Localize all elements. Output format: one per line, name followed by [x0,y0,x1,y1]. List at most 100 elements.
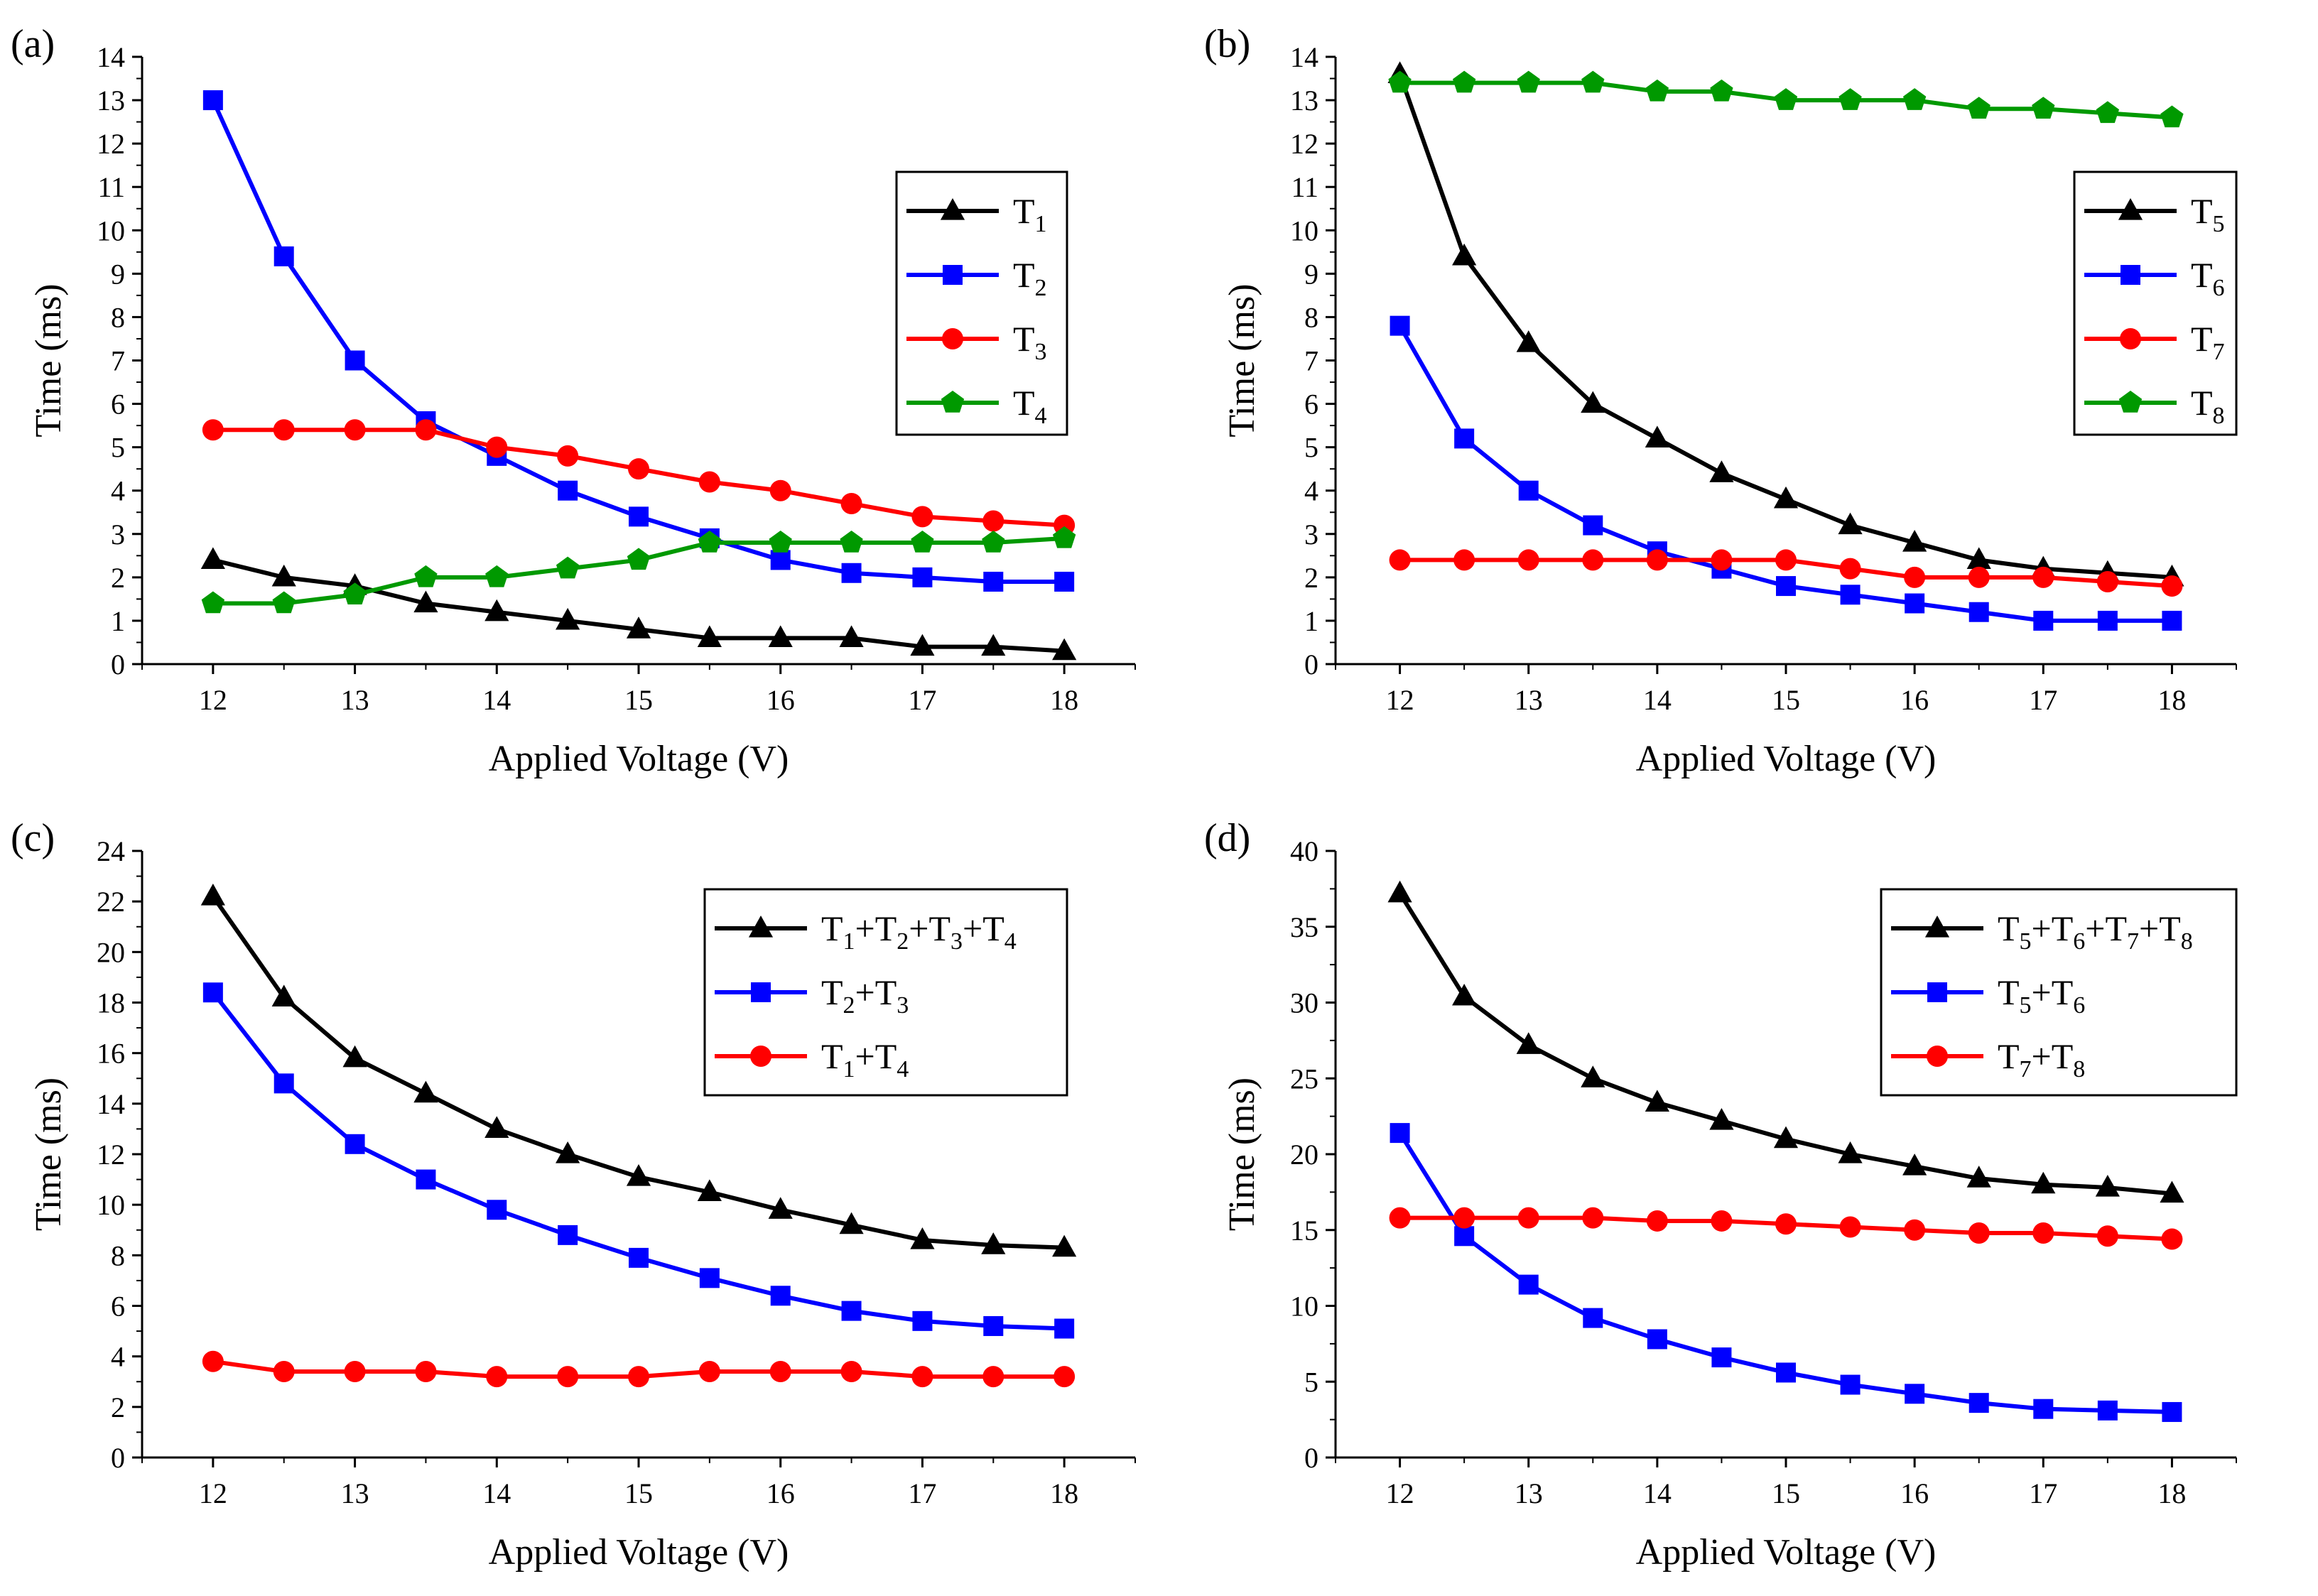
legend-swatch-marker [748,916,774,938]
data-point [1583,1308,1603,1328]
data-point [1517,70,1540,93]
x-tick-label: 18 [2157,1477,2186,1509]
data-point [1905,593,1925,614]
y-tick-label: 9 [111,258,125,290]
x-axis-label: Applied Voltage (V) [1636,739,1937,779]
y-tick-label: 8 [111,1239,125,1271]
legend-subscript: 8 [2073,1056,2085,1082]
data-point [1775,549,1797,571]
y-axis-label: Time (ms) [28,1077,69,1231]
data-point [1453,1207,1475,1229]
data-point [273,246,294,266]
legend-text-part: +T [2032,972,2074,1012]
legend-subscript: 4 [1004,928,1017,955]
data-point [1838,88,1862,110]
data-point [628,1366,649,1388]
legend-text-part: T [2191,191,2213,231]
y-tick-label: 7 [1304,345,1318,377]
data-point [345,350,365,371]
data-point [1776,576,1796,597]
panel-label: (b) [1204,22,1250,66]
series-T7+T8 [1389,1207,2183,1250]
data-point [698,471,720,493]
data-point [273,419,295,441]
data-point [557,445,579,467]
legend-label: T7+T8 [1998,1036,2085,1082]
data-point [1387,880,1412,903]
x-tick-label: 14 [482,684,511,716]
x-tick-label: 13 [1515,1477,1543,1509]
data-point [556,556,580,579]
x-tick-label: 15 [624,1477,653,1509]
data-point [911,506,933,528]
y-tick-label: 14 [1290,41,1318,73]
data-point [1517,1207,1539,1229]
legend-swatch-marker [2120,328,2141,349]
x-tick-label: 17 [2029,1477,2057,1509]
y-tick-label: 7 [111,345,125,377]
legend-swatch-marker [941,391,965,413]
legend-subscript: 4 [1035,403,1047,429]
x-tick-label: 16 [1900,1477,1929,1509]
y-tick-label: 10 [1290,215,1318,246]
data-point [1968,566,1990,588]
legend-label: T1 [1013,191,1047,237]
series-T1+T4 [202,1350,1076,1388]
data-point [1052,526,1076,548]
data-point [202,419,224,441]
legend-subscript: 1 [843,1056,855,1082]
x-tick-label: 17 [908,1477,936,1509]
data-point [982,531,1005,553]
legend-subscript: 1 [1035,211,1047,237]
legend-subscript: 8 [2181,928,2193,955]
y-tick-label: 5 [1304,1366,1318,1398]
legend-subscript: 7 [2020,1056,2032,1082]
data-point [1052,638,1077,661]
y-tick-label: 20 [97,936,125,968]
data-point [911,1366,933,1388]
legend-subscript: 6 [2213,275,2225,301]
y-tick-label: 16 [97,1038,125,1070]
y-tick-label: 2 [1304,562,1318,594]
data-point [769,531,792,553]
y-tick-label: 14 [97,41,125,73]
y-tick-label: 0 [111,648,125,680]
series-T5+T6+T7+T8 [1387,880,2184,1203]
data-point [629,1247,649,1268]
legend-text-part: T [1013,255,1035,295]
series-T1+T2+T3+T4 [200,884,1077,1257]
data-point [2162,1401,2182,1422]
x-tick-label: 16 [1900,684,1929,716]
legend-subscript: 2 [843,992,855,1019]
y-tick-label: 2 [111,562,125,594]
legend-label: T6 [2191,255,2225,301]
legend-text-part: T [1998,1036,2020,1076]
legend-subscript: 3 [1035,339,1047,365]
y-tick-label: 3 [1304,519,1318,550]
legend-text-part: T [2191,319,2213,359]
data-point [1054,1366,1076,1388]
x-tick-label: 17 [908,684,936,716]
legend-text-part: +T [2139,908,2181,948]
data-point [1711,549,1733,571]
y-tick-label: 18 [97,987,125,1019]
data-point [697,1179,722,1201]
data-point [1902,88,1927,110]
legend-subscript: 2 [897,928,909,955]
data-point [912,1310,933,1331]
data-point [626,1164,651,1186]
x-tick-label: 15 [1772,684,1800,716]
data-point [770,550,791,570]
data-point [628,458,649,480]
data-point [839,625,864,647]
data-point [202,982,223,1003]
data-point [770,1286,791,1306]
data-point [2162,610,2182,631]
data-point [840,493,862,515]
data-point [1647,1329,1667,1350]
data-point [1389,549,1411,571]
data-point [2096,570,2118,592]
y-tick-label: 0 [111,1442,125,1474]
data-point [1581,1065,1605,1087]
x-tick-label: 12 [1386,684,1414,716]
